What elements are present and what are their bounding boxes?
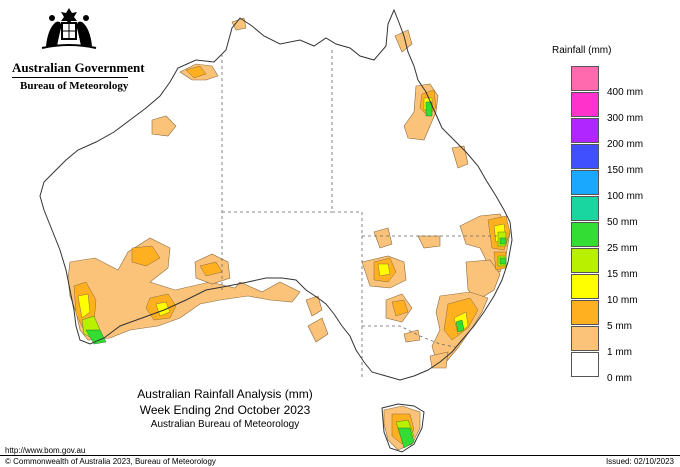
- bureau-label: Bureau of Meteorology: [20, 80, 129, 92]
- legend-label: 400 mm: [607, 87, 644, 98]
- legend-swatch: [571, 170, 599, 195]
- legend-label: 1 mm: [607, 347, 632, 358]
- australia-outline: [39, 8, 513, 381]
- legend-swatch: [571, 92, 599, 117]
- legend-label: 0 mm: [607, 373, 632, 384]
- legend-title: Rainfall (mm): [552, 45, 612, 56]
- legend-label: 15 mm: [607, 269, 638, 280]
- legend-label: 100 mm: [607, 191, 644, 202]
- legend-swatch: [571, 300, 599, 325]
- bom-url-link[interactable]: http://www.bom.gov.au: [5, 446, 86, 455]
- map-title-line3: Australian Bureau of Meteorology: [150, 419, 300, 430]
- legend-label: 150 mm: [607, 165, 644, 176]
- map-title-line1: Australian Rainfall Analysis (mm): [137, 387, 313, 401]
- legend-swatch: [571, 326, 599, 351]
- government-label: Australian Government: [12, 60, 145, 75]
- legend-swatch: [571, 196, 599, 221]
- legend-swatch: [571, 248, 599, 273]
- coat-of-arms-icon: [41, 8, 97, 49]
- legend-label: 50 mm: [607, 217, 638, 228]
- state-borders: [221, 50, 500, 380]
- legend-label: 5 mm: [607, 321, 632, 332]
- legend-label: 10 mm: [607, 295, 638, 306]
- legend-swatch: [571, 222, 599, 247]
- legend-swatch: [571, 352, 599, 377]
- legend-swatch: [571, 144, 599, 169]
- legend-label: 200 mm: [607, 139, 644, 150]
- issued-date: Issued: 02/10/2023: [605, 457, 674, 466]
- logo-divider: [12, 77, 128, 78]
- copyright-text: © Commonwealth of Australia 2023, Bureau…: [5, 457, 216, 466]
- footer-divider: [0, 455, 680, 456]
- legend-label: 25 mm: [607, 243, 638, 254]
- tasmania-outline: [381, 403, 425, 453]
- legend-label: 300 mm: [607, 113, 644, 124]
- legend-swatch: [571, 274, 599, 299]
- rainfall-areas: [67, 17, 511, 451]
- map-title: Australian Rainfall Analysis (mm) Week E…: [125, 387, 325, 430]
- legend-swatch: [571, 66, 599, 91]
- map-title-line2: Week Ending 2nd October 2023: [139, 403, 311, 417]
- legend-swatch: [571, 118, 599, 143]
